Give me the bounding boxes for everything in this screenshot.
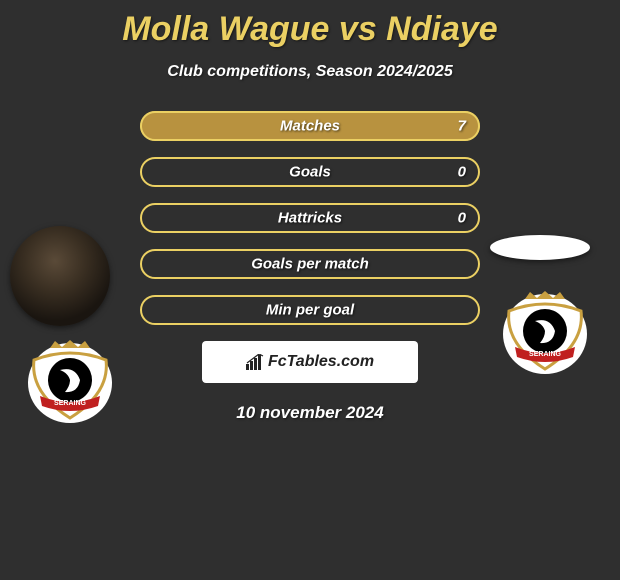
- stat-bar: Goals per match: [140, 249, 480, 279]
- stat-bar: Goals 0: [140, 157, 480, 187]
- player1-club-badge: SERAING: [20, 338, 120, 423]
- stat-bar-label: Min per goal: [266, 302, 354, 319]
- stat-bar-label: Matches: [280, 118, 340, 135]
- brand-logo: FcTables.com: [202, 341, 418, 383]
- svg-text:SERAING: SERAING: [54, 400, 86, 407]
- stat-bars: Matches 7 Goals 0 Hattricks 0 Goals per match M…: [140, 111, 480, 325]
- stat-bar-value: 0: [458, 164, 466, 181]
- stat-bar-value: 0: [458, 210, 466, 227]
- player2-club-badge: SERAING: [495, 289, 595, 374]
- player2-avatar: [490, 235, 590, 260]
- stat-bar: Hattricks 0: [140, 203, 480, 233]
- stat-bar: Matches 7: [140, 111, 480, 141]
- stat-bar-value: 7: [458, 118, 466, 135]
- stat-bar-label: Goals per match: [251, 256, 369, 273]
- stat-bar: Min per goal: [140, 295, 480, 325]
- player1-avatar: [10, 226, 110, 326]
- chart-icon: [246, 354, 264, 370]
- svg-text:SERAING: SERAING: [529, 351, 561, 358]
- stat-bar-label: Goals: [289, 164, 331, 181]
- subtitle: Club competitions, Season 2024/2025: [0, 63, 620, 81]
- stat-bar-label: Hattricks: [278, 210, 342, 227]
- content-area: SERAING SERAING Matches 7 Goals 0 Hattricks 0…: [0, 111, 620, 423]
- page-title: Molla Wague vs Ndiaye: [0, 0, 620, 49]
- brand-text: FcTables.com: [268, 353, 374, 371]
